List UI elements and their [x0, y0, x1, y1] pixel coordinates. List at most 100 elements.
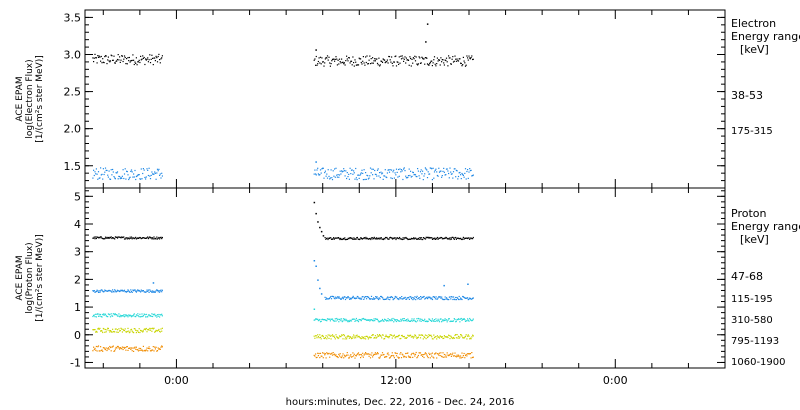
proton-series-4-point: [372, 356, 374, 358]
proton-series-4-point: [395, 355, 398, 357]
proton-series-2-point: [319, 321, 322, 323]
proton-series-0-point: [98, 236, 100, 238]
proton-series-2-point: [154, 315, 156, 317]
proton-series-4-point: [357, 353, 359, 355]
proton-series-1-point: [464, 297, 467, 299]
proton-series-3-point: [148, 329, 150, 331]
electron-series-0-point: [425, 57, 427, 59]
proton-series-0-point: [114, 238, 116, 240]
electron-series-1-point: [472, 174, 474, 176]
proton-series-2-point: [452, 320, 455, 322]
proton-series-0-point: [328, 237, 330, 239]
proton-series-2-point: [149, 315, 152, 317]
electron-series-1-point: [356, 179, 358, 181]
proton-series-3-point: [396, 335, 398, 337]
proton-series-1-point: [388, 296, 390, 298]
proton-series-3-point: [386, 335, 388, 337]
proton-series-0-point: [368, 238, 370, 240]
proton-series-2-point: [324, 319, 326, 321]
proton-series-4-point: [462, 355, 464, 357]
proton-series-2-point: [123, 316, 126, 318]
proton-series-4-point: [93, 346, 95, 348]
proton-series-1-point: [422, 296, 424, 299]
proton-series-4-point: [110, 350, 112, 352]
proton-series-4-point: [152, 349, 154, 351]
electron-ylabel-line2: log(Electron Flux): [25, 59, 35, 138]
proton-series-0-point: [446, 238, 448, 240]
proton-series-4-point: [123, 346, 125, 348]
proton-series-0-point: [381, 238, 383, 240]
proton-series-1-point: [326, 298, 328, 300]
proton-series-0-point: [451, 236, 453, 238]
proton-series-1-point: [344, 296, 346, 298]
electron-series-1-point: [148, 167, 150, 169]
proton-series-2-point: [334, 318, 336, 320]
proton-series-3-point: [435, 336, 437, 338]
electron-series-0-point: [329, 62, 331, 64]
proton-series-0-point: [444, 237, 446, 239]
proton-series-1-outlier: [467, 283, 469, 285]
proton-series-1-point: [102, 291, 104, 293]
proton-series-0-point: [126, 238, 128, 240]
proton-series-1-point: [142, 290, 144, 292]
proton-series-1-point: [362, 296, 364, 298]
proton-series-3-point: [109, 330, 112, 332]
electron-series-1-point: [469, 168, 471, 170]
proton-series-1-point: [128, 290, 130, 292]
proton-series-0-point: [453, 237, 455, 239]
electron-series-1-point: [383, 175, 385, 177]
proton-series-4-point: [114, 348, 116, 350]
electron-series-1-point: [138, 174, 140, 176]
proton-series-0-point: [342, 238, 344, 240]
proton-series-2-point: [462, 318, 464, 320]
electron-series-0-point: [450, 63, 452, 65]
proton-series-1-point: [384, 298, 387, 300]
proton-series-4-point: [407, 352, 409, 354]
proton-series-0-point: [378, 237, 380, 239]
proton-series-4-point: [418, 352, 420, 354]
proton-series-0-point: [379, 238, 381, 240]
proton-series-2-point: [372, 320, 374, 322]
proton-series-4-point: [102, 350, 104, 352]
electron-series-1-point: [143, 169, 145, 171]
electron-series-1-point: [319, 169, 322, 171]
proton-series-0-point: [124, 238, 126, 240]
proton-series-4-point: [333, 354, 335, 356]
electron-series-0-point: [463, 60, 465, 62]
proton-legend: Proton Energy range [keV] 47-68 115-195 …: [731, 207, 800, 368]
proton-series-4-point: [127, 349, 129, 351]
electron-series-1-point: [386, 172, 388, 174]
proton-series-1-point: [373, 297, 375, 299]
electron-series-1-point: [376, 175, 378, 177]
proton-series-2-point: [349, 319, 351, 321]
electron-series-0-point: [326, 55, 329, 57]
proton-series-2-point: [102, 313, 104, 315]
proton-series-1-point: [401, 298, 403, 300]
proton-series-1-point: [109, 290, 112, 292]
proton-series-4-point: [137, 350, 140, 352]
proton-series-1-point: [154, 291, 156, 293]
proton-series-2-point: [93, 314, 95, 316]
electron-series-1-point: [144, 176, 146, 179]
proton-series-0-point: [370, 237, 373, 239]
proton-series-4-point: [431, 355, 433, 357]
electron-series-1-point: [316, 169, 318, 171]
electron-series-0-point: [99, 56, 101, 58]
proton-series-2-point: [356, 320, 358, 322]
electron-series-0-point: [398, 56, 400, 58]
electron-series-1-point: [322, 167, 324, 169]
proton-series-1-point: [358, 297, 360, 299]
electron-series-0-point: [115, 60, 117, 62]
electron-series-1-point: [355, 167, 357, 170]
proton-series-4-point: [455, 355, 457, 357]
proton-series-1-point: [138, 289, 140, 292]
proton-series-3-point: [398, 334, 400, 336]
proton-series-2-point: [127, 316, 129, 318]
proton-series-0-point: [373, 236, 375, 238]
proton-series-2-point: [327, 318, 329, 320]
electron-series-0-point: [443, 64, 445, 66]
proton-series-2-point: [106, 315, 108, 318]
electron-series-1-point: [111, 174, 113, 176]
proton-series-3-point: [141, 330, 143, 332]
electron-series-1-point: [376, 169, 379, 171]
